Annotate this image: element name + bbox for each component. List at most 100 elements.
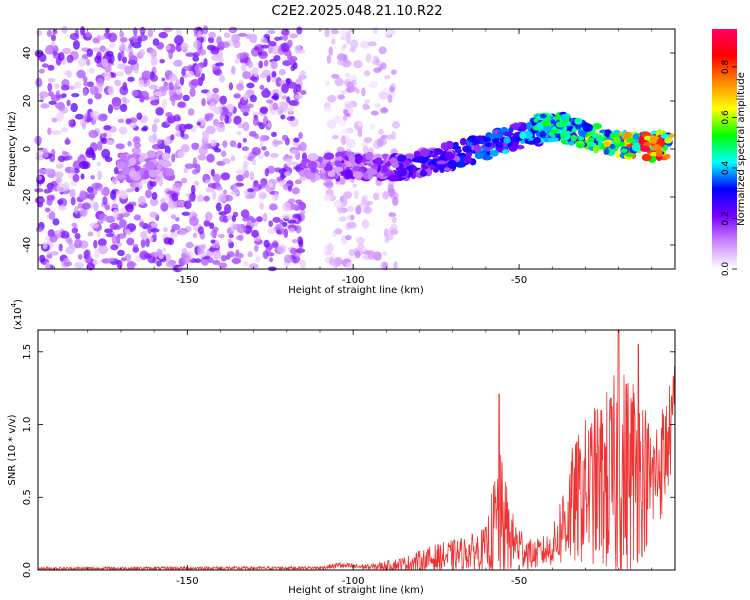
spectrogram-cell — [345, 127, 354, 134]
spectrogram-cell — [73, 205, 79, 215]
spectrogram-cell — [94, 55, 102, 64]
spectrogram-cell — [129, 122, 137, 129]
spectrogram-cell — [132, 41, 142, 49]
spectrogram-cell — [342, 43, 348, 49]
spectrogram-band-cell — [625, 153, 635, 158]
spectrogram-cell — [253, 133, 260, 140]
spectrogram-cell — [116, 259, 123, 269]
spectrogram-cell — [131, 89, 139, 97]
spectrogram-cell — [207, 183, 216, 188]
spectrogram-cell — [44, 207, 51, 213]
spectrogram-cell — [243, 93, 249, 101]
spectrogram-cell — [262, 250, 269, 260]
spectrogram-cell — [148, 134, 158, 144]
spectrogram-cell — [35, 226, 43, 233]
spectrogram-cell — [282, 34, 288, 41]
spectrogram-cell — [35, 175, 43, 181]
spectrogram-cell — [244, 170, 250, 178]
spectrogram-cell — [227, 238, 232, 244]
spectrogram-cell — [197, 244, 205, 255]
spectrogram-band-cell — [302, 161, 309, 169]
spectrogram-cell — [188, 193, 193, 203]
spectrogram-cell — [108, 32, 118, 43]
spectrogram-cell — [191, 142, 200, 150]
spectrogram-cell — [213, 106, 223, 115]
spectrogram-band-cell — [367, 173, 373, 180]
spectrogram-cell — [112, 100, 122, 111]
spectrogram-band-cell — [462, 148, 472, 153]
spectrogram-cell — [282, 221, 288, 228]
spectrogram-cell — [156, 138, 162, 145]
spectrogram-cell — [389, 229, 399, 235]
y-tick-label: 0.5 — [22, 489, 33, 505]
spectrogram-cell — [47, 77, 56, 83]
spectrogram-cell — [261, 146, 267, 151]
spectrogram-cell — [145, 238, 150, 248]
spectrogram-x-axis-label: Height of straight line (km) — [288, 285, 424, 296]
spectrogram-cell — [384, 75, 391, 80]
spectrogram-band-cell — [568, 141, 575, 146]
spectrogram-cell — [249, 94, 257, 103]
spectrogram-band-cell — [310, 167, 317, 173]
spectrogram-cell — [160, 202, 169, 212]
spectrogram-cell — [42, 241, 48, 250]
spectrogram-cell — [337, 94, 346, 100]
spectrogram-band-cell — [502, 131, 514, 137]
spectrogram-cell — [89, 222, 100, 229]
y-tick-label: 40 — [22, 47, 33, 60]
spectrogram-cell — [136, 112, 143, 120]
spectrogram-band-cell — [623, 131, 632, 139]
spectrogram-cell — [80, 25, 86, 36]
spectrogram-cell — [171, 192, 179, 202]
spectrogram-cell — [151, 143, 162, 150]
spectrogram-cell — [48, 91, 54, 97]
spectrogram-band-cell — [467, 135, 479, 143]
spectrogram-cell — [142, 125, 149, 131]
spectrogram-band-cell — [397, 167, 408, 177]
spectrogram-cell — [185, 52, 196, 57]
spectrogram-cell — [299, 141, 307, 152]
spectrogram-band-cell — [582, 123, 594, 132]
spectrogram-cell — [237, 234, 244, 241]
spectrogram-band-cell — [474, 152, 484, 160]
spectrogram-cell — [241, 146, 250, 152]
spectrogram-cell — [212, 190, 217, 201]
snr-y-multiplier: (x104) — [10, 299, 24, 330]
spectrogram-cell — [323, 193, 333, 203]
spectrogram-cell — [71, 92, 80, 98]
spectrogram-cell — [152, 232, 157, 239]
spectrogram-cell — [330, 38, 336, 45]
spectrogram-cell — [274, 36, 281, 42]
spectrogram-cell — [373, 192, 380, 201]
spectrogram-cell — [357, 120, 364, 127]
spectrogram-cell — [218, 211, 228, 216]
spectrogram-band-cell — [365, 151, 374, 161]
spectrogram-cell — [293, 45, 302, 54]
spectrogram-cell — [189, 87, 196, 97]
spectrogram-cell — [197, 194, 204, 203]
y-tick-label: 0.0 — [22, 562, 33, 578]
spectrogram-cell — [260, 37, 268, 44]
spectrogram-cell — [197, 226, 204, 235]
spectrogram-cell — [74, 232, 81, 240]
spectrogram-cell — [245, 194, 255, 200]
spectrogram-cell — [384, 236, 390, 244]
svg-text:(x104): (x104) — [10, 299, 24, 330]
spectrogram-band-cell — [574, 117, 583, 125]
spectrogram-cell — [87, 98, 93, 105]
spectrogram-cell — [76, 69, 86, 79]
spectrogram-panel: -150 -100 -50 -40 -20 0 20 40 Height of straig… — [7, 25, 676, 296]
spectrogram-cell — [287, 39, 293, 48]
spectrogram-cell — [228, 82, 234, 91]
spectrogram-band-cell — [121, 166, 131, 175]
spectrogram-band-cell — [536, 122, 544, 129]
spectrogram-band-cell — [323, 152, 335, 160]
spectrogram-cell — [161, 98, 168, 109]
spectrogram-cell — [201, 98, 206, 107]
spectrogram-cell — [364, 99, 371, 104]
spectrogram-cell — [165, 261, 176, 268]
spectrogram-cell — [300, 90, 307, 95]
spectrogram-band-cell — [502, 149, 509, 155]
spectrogram-band-cell — [489, 149, 499, 157]
spectrogram-cell — [273, 55, 281, 62]
